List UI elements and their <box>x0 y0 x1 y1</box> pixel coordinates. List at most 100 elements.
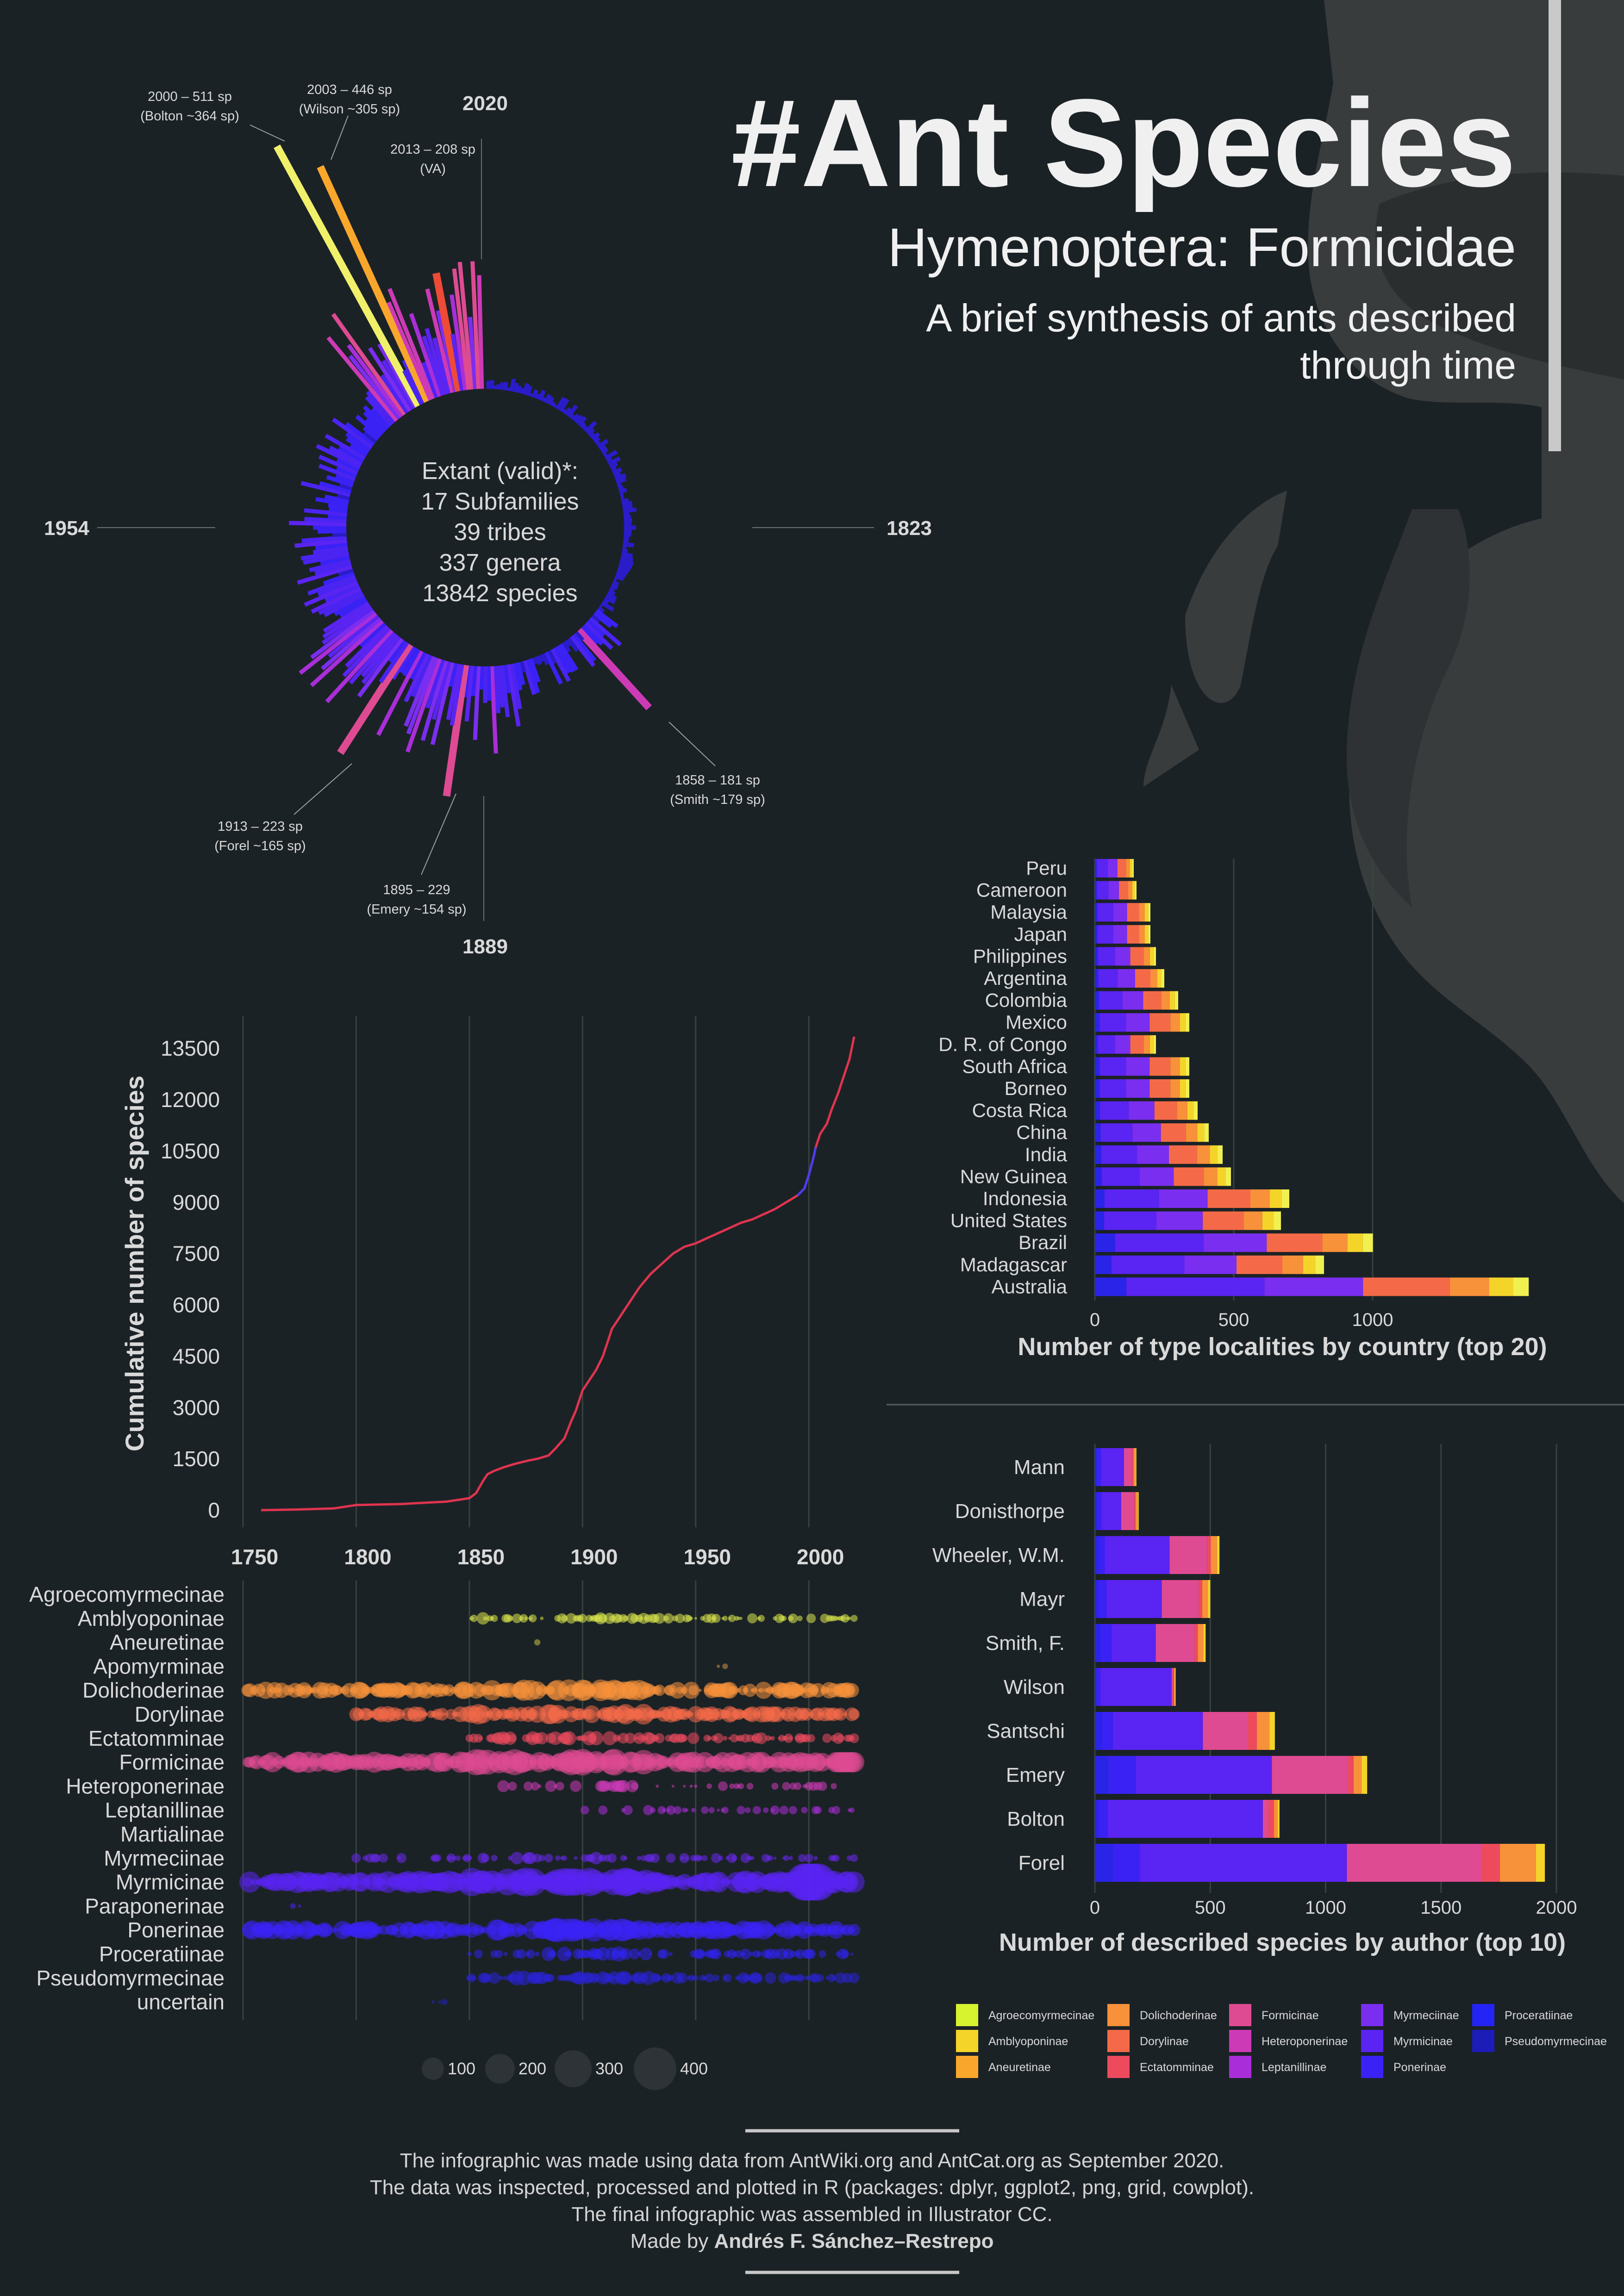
radial-bar <box>519 387 525 394</box>
scatter-point <box>639 1948 652 1960</box>
radial-center-text: Extant (valid)*: <box>422 458 578 485</box>
author-bar-segment <box>1135 1448 1137 1486</box>
x-tick-label: 0 <box>1090 1310 1100 1330</box>
radial-bar <box>595 609 619 628</box>
legend-label: Pseudomyrmecinae <box>1505 2035 1607 2048</box>
radial-bar <box>323 571 355 585</box>
x-tick-label: 500 <box>1195 1898 1226 1918</box>
scatter-point <box>843 1871 865 1893</box>
scatter-category-label: Leptanillinae <box>105 1798 225 1822</box>
scatter-point <box>654 1613 665 1624</box>
radial-bar <box>402 369 424 405</box>
scatter-point <box>833 1924 844 1935</box>
scatter-point <box>476 1612 489 1625</box>
country-bar-segment <box>1243 1211 1262 1230</box>
radial-bar <box>361 633 399 678</box>
scatter-point <box>705 1973 714 1983</box>
scatter-point <box>669 1952 673 1956</box>
country-bar-segment <box>1170 1013 1180 1032</box>
scatter-point <box>545 1780 557 1792</box>
country-bar-segment <box>1095 1211 1105 1230</box>
cumulative-chart: 1750 1800 1850 1900 1950 2000 0 1500 3000 4500 600… <box>120 1016 856 1569</box>
author-bar-segment <box>1095 1668 1097 1706</box>
scatter-point <box>659 1949 669 1959</box>
country-chart-title: Number of type localities by country (to… <box>1018 1333 1547 1361</box>
radial-bar <box>531 389 539 398</box>
country-bar-segment <box>1203 1233 1267 1252</box>
author-bar-segment <box>1100 1624 1112 1662</box>
radial-bar <box>619 558 634 566</box>
radial-bar <box>586 619 606 637</box>
legend-swatch <box>1107 2030 1130 2052</box>
radial-bar <box>581 425 588 431</box>
country-bar-segment <box>1130 859 1132 877</box>
scatter-point <box>712 1974 719 1982</box>
scatter-point <box>731 1855 737 1861</box>
radial-bar <box>338 483 353 491</box>
radial-annotation: (Bolton ~364 sp) <box>140 109 239 124</box>
scatter-point <box>431 2000 435 2004</box>
radial-bar <box>600 601 615 612</box>
scatter-point <box>511 1852 524 1865</box>
country-bar-segment <box>1217 1145 1223 1164</box>
country-bar-segment <box>1095 1167 1102 1186</box>
scatter-category-label: uncertain <box>137 1990 225 2014</box>
scatter-point <box>758 1615 765 1622</box>
footer-line-3: The final infographic was assembled in I… <box>571 2203 1053 2226</box>
radial-bar <box>422 335 445 396</box>
radial-bar <box>288 521 347 527</box>
scatter-point <box>524 1617 528 1620</box>
author-bar-segment <box>1202 1580 1208 1618</box>
radial-bar <box>618 485 624 491</box>
radial-center-text: 39 tribes <box>454 519 546 546</box>
radial-bar <box>541 397 547 402</box>
country-bar-segment <box>1095 1189 1105 1208</box>
radial-bar <box>387 301 433 401</box>
scatter-point <box>723 1736 728 1741</box>
scatter-point <box>813 1856 818 1860</box>
country-bar-segment <box>1225 1167 1231 1186</box>
scatter-point <box>497 1780 510 1792</box>
author-bar-segment <box>1203 1712 1248 1750</box>
radial-bar <box>567 404 578 418</box>
radial-bar <box>348 355 401 420</box>
radial-bar <box>470 261 481 389</box>
scatter-point <box>491 1854 498 1861</box>
country-bar-segment <box>1281 1189 1289 1208</box>
country-bar-segment <box>1169 1145 1197 1164</box>
radial-bar <box>547 396 555 405</box>
y-tick-label: 1500 <box>173 1447 220 1471</box>
radial-bar <box>450 664 464 726</box>
country-bar-segment <box>1126 1057 1150 1076</box>
radial-bar <box>564 407 572 416</box>
country-bar-segment <box>1174 1167 1204 1186</box>
radial-bar <box>425 328 448 395</box>
scatter-point <box>789 1806 797 1815</box>
annotation-leader <box>668 722 716 766</box>
scatter-point <box>526 1949 535 1959</box>
scatter-point <box>657 1975 662 1980</box>
scatter-point <box>562 1731 576 1746</box>
country-bar-segment <box>1095 859 1097 877</box>
scatter-point <box>538 1854 545 1861</box>
author-bar-segment <box>1133 1448 1136 1486</box>
author-bar-segment <box>1198 1624 1204 1662</box>
legend-label: Formicinae <box>1262 2009 1319 2022</box>
scatter-point <box>379 1853 388 1863</box>
tagline-line1: A brief synthesis of ants described <box>926 296 1516 340</box>
scatter-point <box>822 1733 832 1743</box>
scatter-point <box>848 1616 852 1620</box>
scatter-point <box>782 1782 791 1791</box>
country-bar-segment <box>1316 1255 1324 1274</box>
radial-bar <box>345 422 375 446</box>
author-bar-segment <box>1097 1492 1102 1530</box>
radial-annotation: (Emery ~154 sp) <box>367 902 466 917</box>
radial-bar <box>622 504 633 510</box>
scatter-point <box>722 1663 728 1669</box>
radial-bar <box>337 642 413 755</box>
radial-bar <box>329 446 363 466</box>
author-bar-segment <box>1095 1448 1097 1486</box>
country-bar-segment <box>1095 947 1098 966</box>
radial-bar <box>612 467 623 475</box>
country-bar-segment <box>1145 903 1149 922</box>
